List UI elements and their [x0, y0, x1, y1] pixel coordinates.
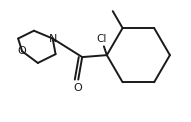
- Text: O: O: [73, 83, 82, 93]
- Text: N: N: [49, 34, 57, 44]
- Text: O: O: [18, 46, 27, 56]
- Text: Cl: Cl: [97, 34, 107, 44]
